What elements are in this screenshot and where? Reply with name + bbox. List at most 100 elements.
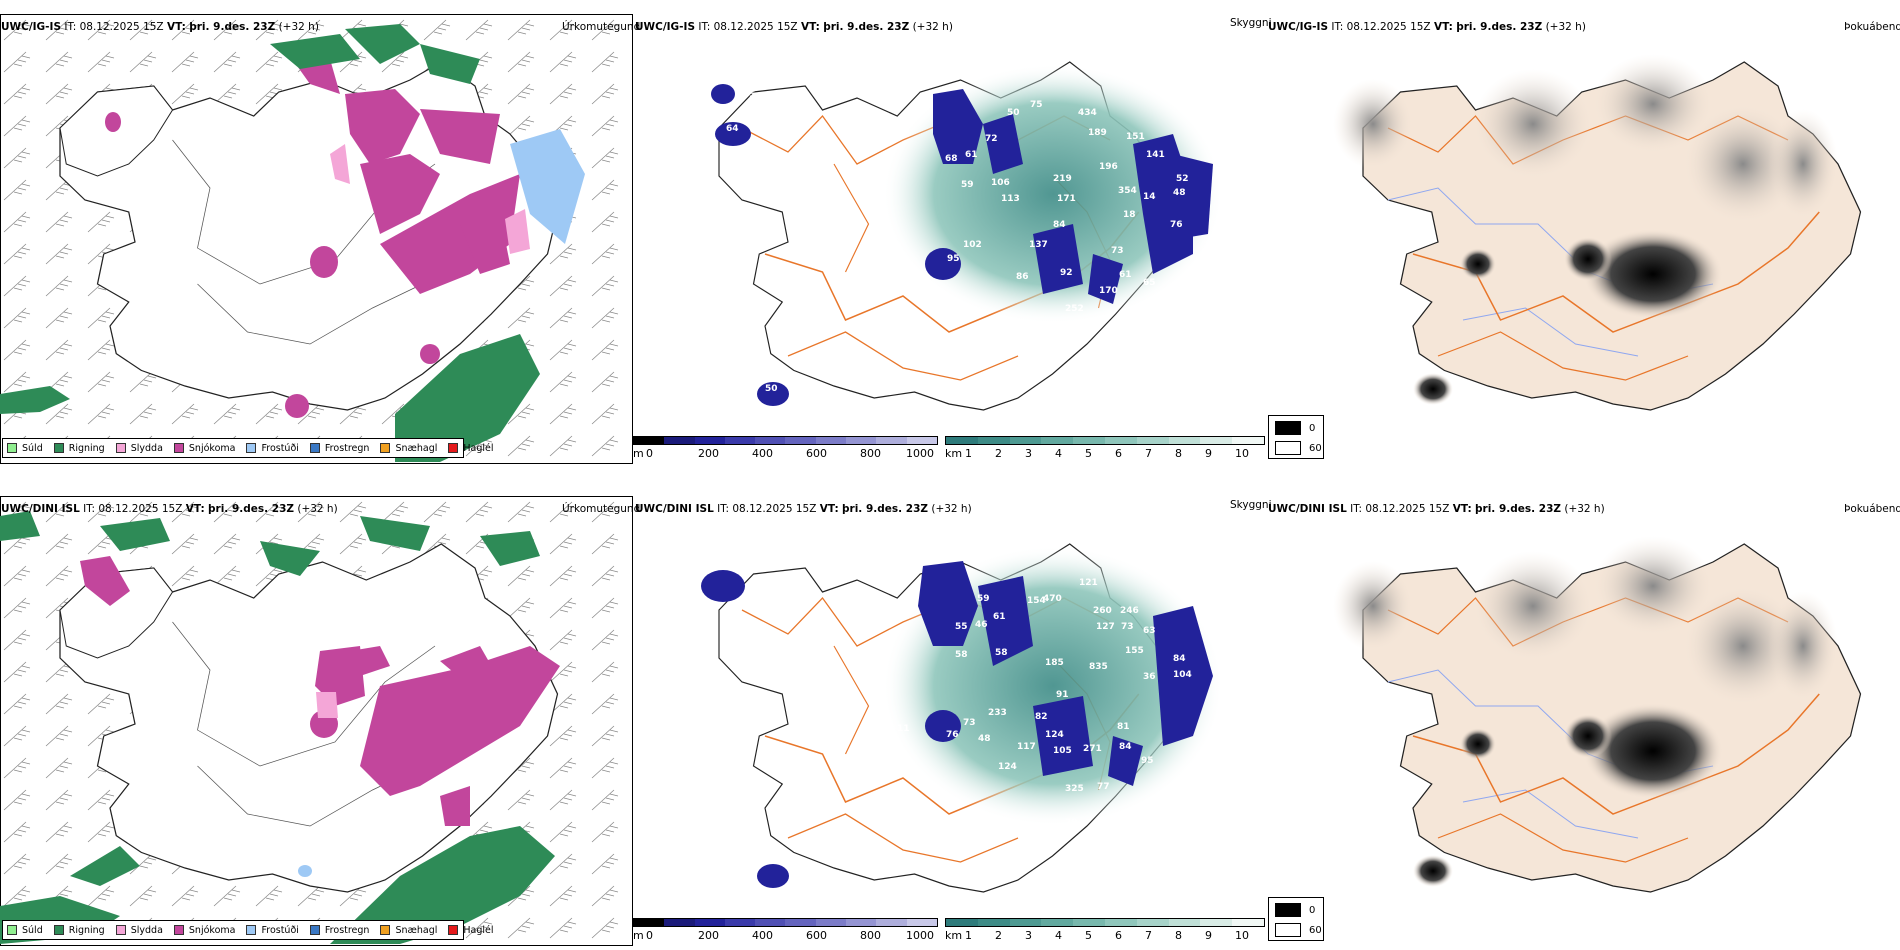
colorbar-tick: 800 — [860, 929, 881, 942]
vis-value: 354 — [1118, 186, 1137, 196]
legend-label: Haglél — [463, 442, 494, 454]
vis-value: 252 — [1065, 304, 1084, 314]
colorbar-km-strip — [945, 918, 1265, 927]
legend-swatch — [309, 443, 320, 453]
legend-item: Snjókoma — [173, 924, 236, 936]
legend-swatch — [7, 443, 17, 453]
legend-item: Snæhagl — [380, 925, 437, 936]
precip-map-frame — [0, 14, 633, 464]
precip-map-row2 — [0, 497, 632, 945]
legend-label: Slydda — [130, 924, 163, 936]
vis-value: 86 — [1016, 272, 1029, 282]
vt-value: þri. 9.des. 23Z — [1475, 503, 1561, 515]
colorbar-km-row1: km 1 2 3 4 5 6 7 8 9 10 — [945, 436, 1265, 462]
colorbar-tick: 2 — [995, 929, 1002, 942]
header-visibility-row1: UWC/IG-IS IT: 08.12.2025 15Z VT: þri. 9.… — [635, 21, 953, 33]
vis-value: 14 — [1143, 192, 1156, 202]
vis-value: 73 — [1121, 622, 1134, 632]
fog-legend-row2: 0 60 — [1268, 897, 1324, 941]
model-name: UWC/IG-IS — [635, 21, 696, 33]
colorbar-tick: 0 — [646, 447, 653, 460]
legend-item: Snæhagl — [380, 443, 437, 454]
panel-title-visibility-row1: Skyggni — [1230, 17, 1272, 29]
it-label: IT: — [64, 21, 77, 33]
legend-swatch — [380, 443, 391, 453]
legend-item: Súld — [7, 925, 43, 936]
colorbar-unit: km — [945, 447, 963, 460]
vis-value: 76 — [946, 730, 959, 740]
fog-legend-row: 60 — [1275, 923, 1322, 937]
it-label: IT: — [717, 503, 730, 515]
vis-value: 61 — [993, 612, 1006, 622]
colorbar-tick: 3 — [1025, 929, 1032, 942]
model-name: UWC/DINI ISL — [635, 503, 714, 515]
legend-item: Súld — [7, 443, 43, 454]
colorbar-tick: 400 — [752, 447, 773, 460]
legend-label: Snæhagl — [395, 924, 438, 936]
it-label: IT: — [1350, 503, 1363, 515]
vis-value: 170 — [1099, 286, 1118, 296]
fog-legend-value: 0 — [1309, 422, 1316, 434]
vis-value: 72 — [729, 564, 742, 574]
fog-legend-value: 0 — [1309, 904, 1316, 916]
legend-swatch — [115, 925, 126, 935]
colorbar-m-strip — [633, 436, 938, 445]
vt-value: þri. 9.des. 23Z — [842, 503, 928, 515]
fog-legend-value: 60 — [1309, 924, 1322, 936]
model-name: UWC/IG-IS — [1268, 21, 1329, 33]
vis-value: 154 — [1027, 596, 1046, 606]
colorbar-tick: 1000 — [906, 447, 934, 460]
legend-label: Snjókoma — [188, 924, 236, 936]
precip-legend-row1: Súld Rigning Slydda Snjókoma Frostúði Fr… — [2, 438, 494, 458]
header-visibility-row2: UWC/DINI ISL IT: 08.12.2025 15Z VT: þri.… — [635, 503, 972, 515]
vis-value: 48 — [1173, 188, 1186, 198]
vis-value: 48 — [978, 734, 991, 744]
colorbar-m-row2: m 0 200 400 600 800 1000 — [633, 918, 938, 944]
fog-legend-row: 0 — [1275, 421, 1315, 435]
legend-swatch — [115, 443, 126, 453]
legend-swatch — [246, 925, 257, 935]
colorbar-km-row2: km 1 2 3 4 5 6 7 8 9 10 — [945, 918, 1265, 944]
legend-label: Súld — [22, 442, 43, 454]
colorbar-unit: km — [945, 929, 963, 942]
precip-map-frame — [0, 496, 633, 946]
vis-value: 42 — [1063, 336, 1076, 346]
vis-value: 52 — [1176, 174, 1189, 184]
colorbar-unit: m — [633, 447, 644, 460]
legend-item: Haglél — [448, 924, 494, 936]
colorbar-tick: 8 — [1175, 929, 1182, 942]
legend-label: Frostúði — [261, 924, 299, 936]
vis-value: 84 — [1053, 220, 1066, 230]
vis-value: 76 — [1170, 220, 1183, 230]
lead-time: (+32 h) — [931, 503, 972, 515]
legend-label: Frostúði — [261, 442, 299, 454]
colorbar-tick: 1000 — [906, 929, 934, 942]
vis-value: 95 — [947, 254, 960, 264]
lead-time: (+32 h) — [297, 503, 338, 515]
precip-map-row1 — [0, 15, 632, 463]
colorbar-tick: 200 — [698, 929, 719, 942]
fog-legend-row1: 0 60 — [1268, 415, 1324, 459]
vis-value: 127 — [1096, 622, 1115, 632]
legend-label: Haglél — [463, 924, 494, 936]
colorbar-tick: 400 — [752, 929, 773, 942]
precip-legend-row2: Súld Rigning Slydda Snjókoma Frostúði Fr… — [2, 920, 494, 940]
fog-swatch-white — [1275, 441, 1301, 455]
model-name: UWC/DINI ISL — [1, 503, 80, 515]
legend-item: Frostregn — [309, 925, 369, 936]
colorbar-tick: 4 — [1055, 929, 1062, 942]
vis-value: 124 — [998, 762, 1017, 772]
colorbar-tick: 4 — [1055, 447, 1062, 460]
legend-swatch — [7, 925, 17, 935]
vis-value: 44 — [796, 244, 809, 254]
vis-value: 835 — [1089, 662, 1108, 672]
fog-swatch-black — [1275, 421, 1301, 435]
colorbar-tick: 2 — [995, 447, 1002, 460]
it-value: 08.12.2025 15Z — [1346, 21, 1431, 33]
legend-swatch — [246, 443, 257, 453]
it-label: IT: — [698, 21, 711, 33]
colorbar-tick: 1 — [965, 447, 972, 460]
fog-legend-row: 60 — [1275, 441, 1322, 455]
legend-label: Súld — [22, 924, 43, 936]
colorbar-tick: 10 — [1235, 929, 1249, 942]
